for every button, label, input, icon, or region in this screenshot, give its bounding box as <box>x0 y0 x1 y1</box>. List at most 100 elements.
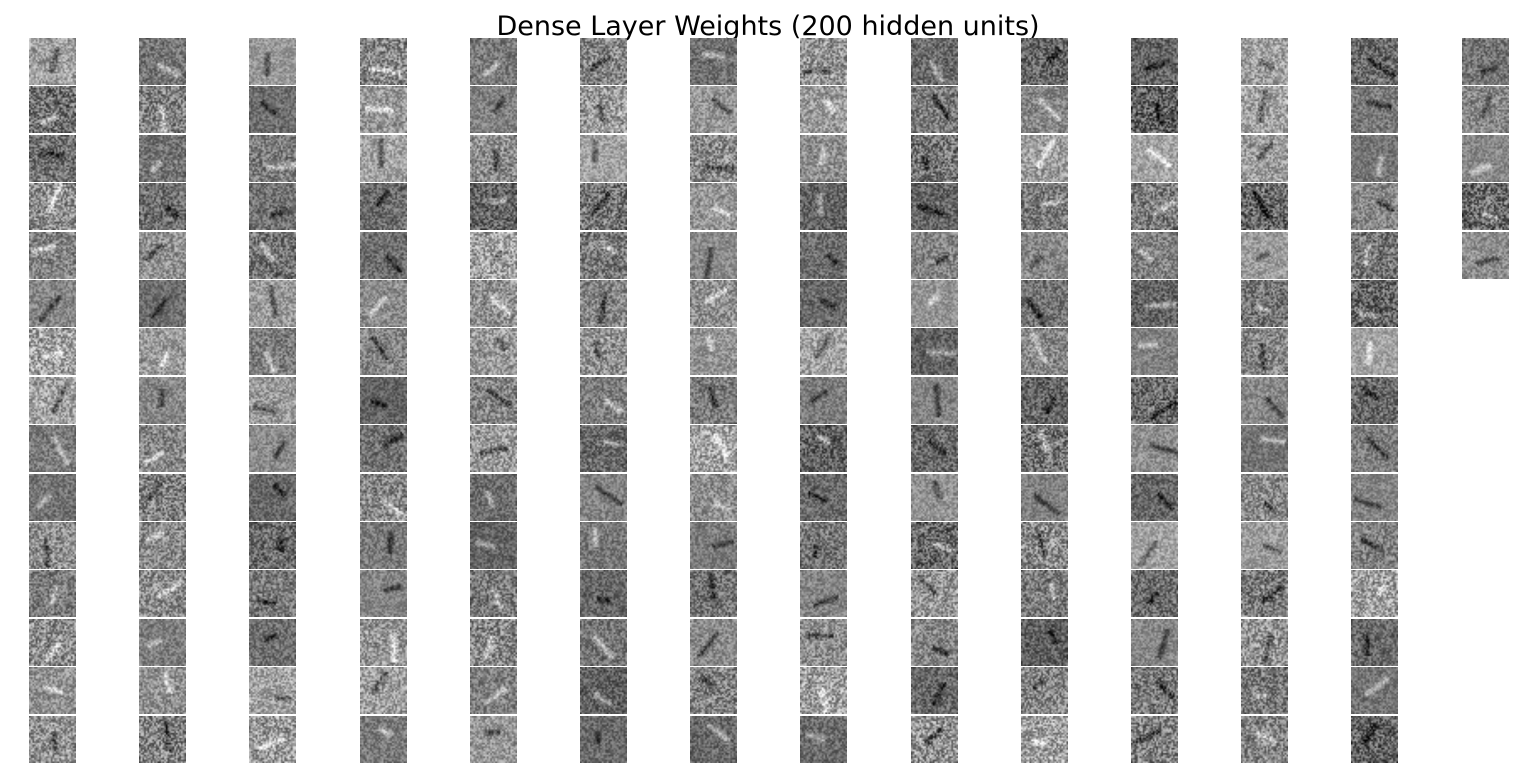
weight-tile <box>800 328 848 376</box>
weight-tile <box>1020 134 1068 182</box>
weight-tile <box>1020 425 1068 473</box>
weight-tile <box>249 280 297 327</box>
weight-tile <box>29 715 76 763</box>
weight-tile <box>1351 280 1399 327</box>
weight-tile <box>29 425 76 473</box>
weight-tile <box>1351 328 1399 376</box>
weight-tile <box>359 376 407 424</box>
weight-tile <box>580 376 627 424</box>
weight-tile <box>800 86 848 134</box>
weight-tile <box>469 618 517 666</box>
weight-tile <box>1461 86 1509 134</box>
weight-tile <box>1020 280 1068 327</box>
weight-tile <box>800 618 848 666</box>
weight-tile <box>1241 328 1289 376</box>
weight-tile <box>1351 86 1399 134</box>
weight-tile <box>1241 134 1289 182</box>
weight-tile <box>469 667 517 715</box>
weight-tile <box>469 715 517 763</box>
weight-tile <box>249 231 297 279</box>
weight-tile <box>29 473 76 521</box>
weight-tile <box>910 134 958 182</box>
weight-tile <box>1351 183 1399 231</box>
weight-tile <box>249 86 297 134</box>
weight-tile <box>29 522 76 569</box>
weight-tile <box>1131 231 1178 279</box>
weight-tile <box>690 570 738 618</box>
weight-tile <box>690 618 738 666</box>
weight-tile <box>580 618 627 666</box>
weight-tile <box>1020 86 1068 134</box>
weight-tile <box>1131 570 1178 618</box>
weight-tile <box>1351 667 1399 715</box>
weight-tile <box>1131 183 1178 231</box>
weight-tile <box>800 38 848 85</box>
weight-tile <box>29 38 76 85</box>
weight-tile <box>690 280 738 327</box>
weight-tile <box>469 134 517 182</box>
weight-tile <box>690 376 738 424</box>
weight-tile <box>580 328 627 376</box>
weight-tile <box>910 522 958 569</box>
weight-tile <box>139 667 187 715</box>
weight-tile <box>1351 522 1399 569</box>
weight-tile <box>1351 231 1399 279</box>
weight-tile <box>1020 522 1068 569</box>
weight-tile <box>1241 183 1289 231</box>
weight-tile <box>139 328 187 376</box>
weight-tile <box>359 473 407 521</box>
weight-tile <box>359 38 407 85</box>
weight-tile <box>1351 715 1399 763</box>
weight-tile <box>469 231 517 279</box>
weight-tile <box>580 715 627 763</box>
weight-tile <box>139 38 187 85</box>
weight-tile <box>1131 280 1178 327</box>
figure-title: Dense Layer Weights (200 hidden units) <box>496 11 1040 42</box>
weight-tile <box>1241 425 1289 473</box>
weight-tile <box>910 86 958 134</box>
weight-tile <box>1241 715 1289 763</box>
weight-tile <box>580 86 627 134</box>
weight-tile <box>139 280 187 327</box>
weight-tile <box>580 667 627 715</box>
weight-tile <box>1131 86 1178 134</box>
weight-tile <box>249 667 297 715</box>
weight-tile <box>910 667 958 715</box>
weight-tile <box>1020 231 1068 279</box>
weight-tile <box>580 570 627 618</box>
weight-tile <box>1241 667 1289 715</box>
weight-tile <box>800 473 848 521</box>
weight-tile <box>690 667 738 715</box>
weight-tile <box>800 231 848 279</box>
weight-tile <box>469 86 517 134</box>
weight-tile <box>1351 38 1399 85</box>
weight-tile <box>1461 134 1509 182</box>
weight-tile <box>249 328 297 376</box>
weight-tile <box>690 715 738 763</box>
weight-tile <box>29 667 76 715</box>
weight-tile <box>139 376 187 424</box>
weight-tile <box>580 473 627 521</box>
weight-tile <box>1020 473 1068 521</box>
weight-tile <box>800 715 848 763</box>
weight-tile <box>469 328 517 376</box>
weight-tile <box>359 522 407 569</box>
weight-tile <box>249 522 297 569</box>
weight-tile <box>29 134 76 182</box>
weight-tile <box>469 183 517 231</box>
weight-tile <box>359 618 407 666</box>
weight-tile <box>359 183 407 231</box>
weight-tile <box>1020 376 1068 424</box>
weight-tile <box>139 473 187 521</box>
weight-tile <box>469 522 517 569</box>
weight-tile <box>1241 376 1289 424</box>
weight-tile <box>1131 522 1178 569</box>
weight-tile <box>139 715 187 763</box>
weight-tile <box>1241 86 1289 134</box>
weight-tile <box>139 618 187 666</box>
weight-tile <box>690 86 738 134</box>
weight-tile <box>1020 328 1068 376</box>
weight-tile <box>910 376 958 424</box>
weight-tile <box>29 376 76 424</box>
weight-tile <box>690 425 738 473</box>
